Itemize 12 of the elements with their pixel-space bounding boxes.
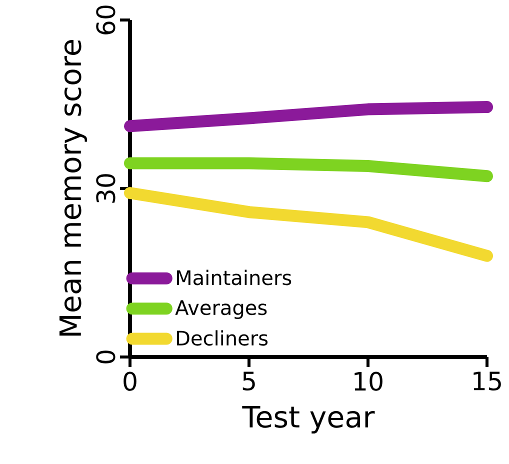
legend-label: Averages <box>175 300 267 320</box>
x-axis-title: Test year <box>242 406 375 434</box>
y-tick-label: 60 <box>96 6 116 34</box>
y-tick-label: 30 <box>96 174 116 203</box>
x-tick-label: 10 <box>354 372 382 391</box>
y-axis-title: Mean memory score <box>59 40 87 336</box>
legend-label: Decliners <box>177 330 268 346</box>
y-tick-label: 0 <box>96 350 116 364</box>
x-tick-label: 15 <box>474 372 501 391</box>
x-tick-label: 5 <box>242 372 255 391</box>
x-tick-label: 0 <box>124 372 136 391</box>
legend-label: Maintainers <box>177 270 292 286</box>
